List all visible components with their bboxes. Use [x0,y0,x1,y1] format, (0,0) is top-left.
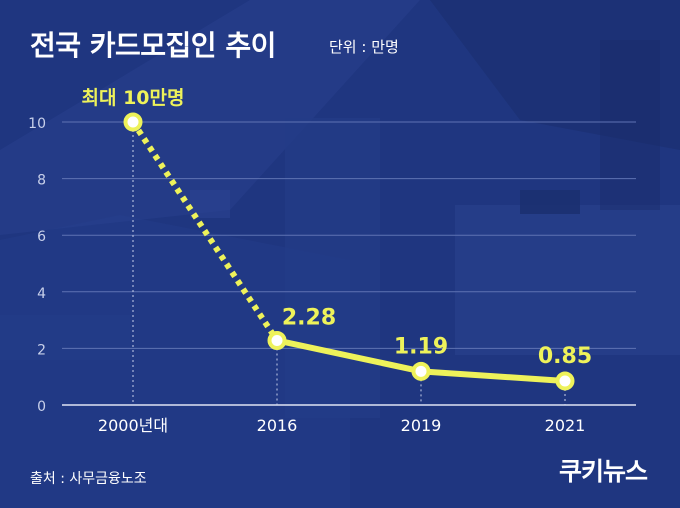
data-point [267,330,287,350]
unit-label: 단위 : 만명 [329,38,399,56]
data-point [555,371,575,391]
y-tick-label: 0 [37,399,46,415]
publisher-logo: 쿠키뉴스 [559,457,648,486]
x-tick-label: 2021 [545,416,586,435]
x-tick-label: 2019 [401,416,442,435]
series-line-segment [420,368,566,384]
y-tick-label: 2 [37,342,46,358]
data-label: 최대 10만명 [82,87,185,109]
series-line-dotted-segment [130,120,280,343]
data-label: 0.85 [538,344,592,369]
y-tick-label: 8 [37,173,46,189]
data-point [411,361,431,381]
data-label: 2.28 [282,305,336,330]
y-tick-label: 4 [37,286,46,302]
data-point [123,112,143,132]
y-tick-label: 10 [28,116,46,132]
x-tick-label: 2000년대 [98,416,168,435]
data-label: 1.19 [394,334,448,359]
series-line-segment [276,337,422,375]
chart-title: 전국 카드모집인 추이 [30,29,276,62]
source-label: 출처 : 사무금융노조 [30,471,147,487]
x-tick-label: 2016 [257,416,298,435]
y-tick-label: 6 [37,229,46,245]
